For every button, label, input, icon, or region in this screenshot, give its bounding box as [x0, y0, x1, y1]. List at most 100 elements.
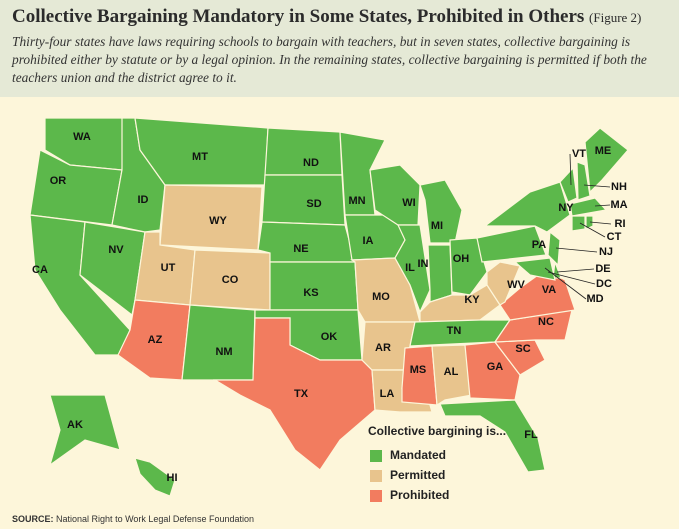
state-label: AR	[375, 342, 391, 354]
header: Collective Bargaining Mandatory in Some …	[0, 0, 679, 97]
state-label: UT	[161, 262, 176, 274]
state-shape	[134, 457, 176, 497]
state-label: WY	[209, 215, 227, 227]
state-label: MD	[586, 293, 603, 305]
state-label: RI	[615, 218, 626, 230]
state-label: TX	[294, 388, 309, 400]
state-label: OH	[453, 253, 470, 265]
state-label: WI	[402, 197, 415, 209]
state-label: ND	[303, 157, 319, 169]
state-label: VA	[542, 284, 557, 296]
state-label: VT	[572, 148, 586, 160]
leader-line	[555, 247, 598, 253]
state-shape	[394, 224, 431, 314]
source-label: SOURCE:	[12, 514, 54, 524]
state-label: MA	[610, 199, 627, 211]
legend-swatch	[370, 490, 382, 502]
state-label: NM	[215, 346, 232, 358]
state-shape	[476, 225, 547, 263]
leader-line	[594, 204, 611, 207]
state-shape	[569, 197, 608, 217]
map: WA OR CA NV ID MT WY UT CO AZ NM ND SD NE KS OK TX MN IA MO…	[29, 117, 629, 502]
title: Collective Bargaining Mandatory in Some …	[12, 6, 585, 27]
state-label: CO	[222, 274, 239, 286]
state-shape	[464, 341, 521, 401]
legend-label: Mandated	[390, 448, 446, 462]
state-shape	[486, 261, 521, 306]
state-label: AK	[67, 419, 83, 431]
state-label: IA	[363, 235, 374, 247]
source-text: National Right to Work Legal Defense Fou…	[56, 514, 254, 524]
state-label: FL	[524, 429, 538, 441]
leader-line	[544, 267, 587, 300]
state-shape	[419, 179, 463, 244]
state-label: AL	[444, 366, 459, 378]
state-label: TN	[447, 325, 462, 337]
legend-label: Permitted	[390, 468, 445, 482]
state-shape	[449, 237, 488, 296]
state-label: SC	[515, 343, 530, 355]
state-label: ID	[138, 194, 149, 206]
state-shape	[212, 317, 376, 471]
state-label: NC	[538, 316, 554, 328]
state-shape	[513, 257, 556, 281]
source: SOURCE: National Right to Work Legal Def…	[12, 514, 254, 524]
state-shape	[547, 230, 561, 267]
subtitle: Thirty-four states have laws requiring s…	[12, 34, 647, 85]
state-label: NV	[108, 244, 124, 256]
state-label: MT	[192, 151, 208, 163]
state-shape	[499, 269, 576, 321]
state-shape	[427, 244, 453, 303]
leader-line	[547, 271, 596, 285]
state-shape	[483, 181, 571, 233]
state-label: KS	[303, 287, 318, 299]
state-label: NJ	[599, 246, 613, 258]
state-label: IN	[418, 258, 429, 270]
state-label: OK	[321, 331, 338, 343]
leader-line	[583, 184, 611, 188]
state-label: NH	[611, 181, 627, 193]
state-label: WV	[507, 279, 525, 291]
state-shape	[48, 394, 121, 467]
state-label: CT	[607, 231, 622, 243]
state-shape	[585, 215, 594, 230]
state-shape	[576, 161, 591, 201]
leader-line	[556, 268, 595, 273]
leader-line	[569, 153, 572, 186]
state-shape	[431, 344, 473, 407]
state-label: GA	[487, 361, 504, 373]
state-label: AZ	[148, 334, 163, 346]
state-shape	[493, 309, 573, 343]
leader-line	[579, 222, 606, 238]
legend-swatch	[370, 450, 382, 462]
state-shape	[401, 345, 438, 406]
state-label: CA	[32, 264, 48, 276]
legend-title: Collective bargining is...	[368, 424, 506, 438]
state-label: DE	[595, 263, 610, 275]
state-label: SD	[306, 198, 321, 210]
state-label: NY	[558, 202, 574, 214]
state-label: IL	[405, 262, 415, 274]
figure-tag: (Figure 2)	[589, 10, 642, 25]
state-label: ME	[595, 145, 612, 157]
legend-swatch	[370, 470, 382, 482]
state-label: MS	[410, 364, 427, 376]
state-label: HI	[167, 472, 178, 484]
state-label: LA	[380, 388, 395, 400]
state-label: DC	[596, 278, 612, 290]
legend-label: Prohibited	[390, 488, 449, 502]
state-label: OR	[50, 175, 67, 187]
state-shape	[134, 117, 269, 186]
leader-line	[589, 221, 612, 225]
title-line: Collective Bargaining Mandatory in Some …	[12, 6, 667, 28]
state-shape	[181, 304, 256, 381]
state-label: PA	[532, 239, 547, 251]
state-shape	[584, 127, 629, 194]
state-label: NE	[293, 243, 308, 255]
state-shape	[261, 174, 346, 226]
state-label: MO	[372, 291, 390, 303]
state-shape	[439, 399, 546, 473]
state-shape	[571, 215, 586, 232]
state-label: WA	[73, 131, 91, 143]
